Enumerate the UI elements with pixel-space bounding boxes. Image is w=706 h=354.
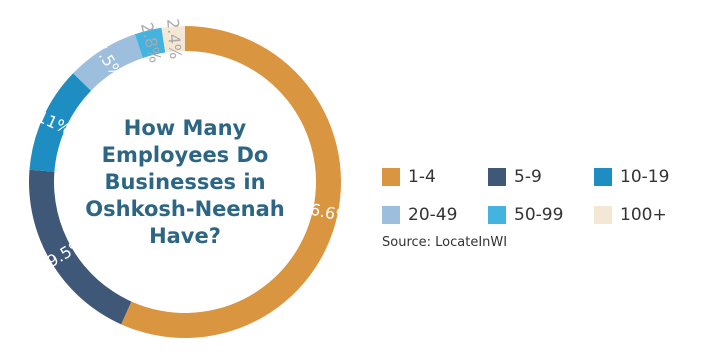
slice-100-plus <box>161 26 185 53</box>
legend-item-10-19: 10-19 <box>594 166 700 188</box>
legend-row-1: 1-4 5-9 10-19 <box>382 166 702 188</box>
chart-title: How Many Employees Do Businesses in Oshkosh… <box>85 116 284 248</box>
source-note: Source: LocateInWI <box>382 235 508 250</box>
legend-label-100-plus: 100+ <box>620 205 667 225</box>
legend-swatch-100-plus <box>594 206 612 224</box>
legend-item-5-9: 5-9 <box>488 166 594 188</box>
slice-10-19 <box>29 73 92 172</box>
legend-label-50-99: 50-99 <box>514 205 564 225</box>
legend-swatch-50-99 <box>488 206 506 224</box>
legend-item-100-plus: 100+ <box>594 204 700 226</box>
donut-slices <box>28 26 342 338</box>
slice-5-9 <box>28 169 132 325</box>
legend-label-1-4: 1-4 <box>408 167 436 187</box>
legend-item-50-99: 50-99 <box>488 204 594 226</box>
slice-label-100-plus: 2.4% <box>163 18 185 60</box>
legend-label-5-9: 5-9 <box>514 167 542 187</box>
slice-20-49 <box>73 34 143 91</box>
legend-swatch-5-9 <box>488 168 506 186</box>
legend-swatch-20-49 <box>382 206 400 224</box>
legend-row-2: 20-49 50-99 100+ <box>382 204 702 226</box>
legend-swatch-1-4 <box>382 168 400 186</box>
slice-50-99 <box>134 27 166 58</box>
legend: 1-4 5-9 10-19 20-49 50-99 100+ <box>382 166 702 242</box>
legend-label-10-19: 10-19 <box>620 167 670 187</box>
legend-swatch-10-19 <box>594 168 612 186</box>
legend-item-20-49: 20-49 <box>382 204 488 226</box>
legend-label-20-49: 20-49 <box>408 205 458 225</box>
legend-item-1-4: 1-4 <box>382 166 488 188</box>
slice-1-4 <box>121 26 342 338</box>
